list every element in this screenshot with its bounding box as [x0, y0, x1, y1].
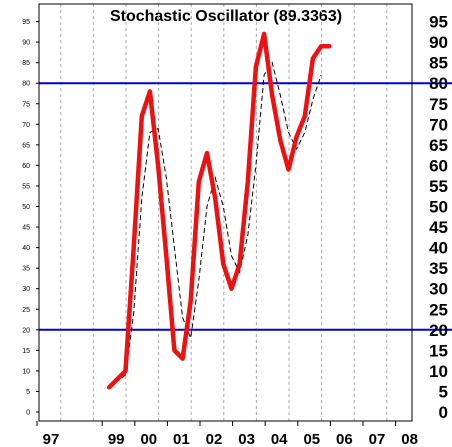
x-tick-label: 01	[173, 431, 190, 447]
right-tick-label: 90	[429, 33, 448, 52]
left-tick-label: 75	[22, 101, 30, 108]
x-tick-label: 07	[369, 431, 386, 447]
left-tick-label: 30	[22, 286, 30, 293]
x-tick-label: 97	[43, 431, 60, 447]
left-tick-label: 85	[22, 60, 30, 67]
left-tick-label: 95	[22, 19, 30, 26]
x-tick-label: 05	[303, 431, 320, 447]
right-tick-label: 65	[429, 136, 448, 155]
x-tick-label: 03	[238, 431, 255, 447]
right-tick-label: 80	[429, 74, 448, 93]
right-tick-label: 60	[429, 156, 448, 175]
right-tick-label: 70	[429, 115, 448, 134]
left-tick-label: 90	[22, 40, 30, 47]
right-tick-label: 0	[439, 403, 448, 422]
reference-lines	[39, 82, 452, 331]
left-tick-label: 10	[22, 368, 30, 375]
right-tick-label: 40	[429, 239, 448, 258]
left-tick-label: 15	[22, 348, 30, 355]
x-tick-label: 00	[140, 431, 157, 447]
left-tick-label: 5	[26, 389, 30, 396]
series-line-dashed	[108, 61, 322, 388]
right-tick-label: 35	[429, 259, 448, 278]
left-tick-label: 50	[22, 204, 30, 211]
right-tick-label: 20	[429, 321, 448, 340]
x-tick-label: 04	[271, 431, 288, 447]
x-tick-label: 06	[336, 431, 353, 447]
left-tick-label: 20	[22, 327, 30, 334]
left-tick-label: 60	[22, 163, 30, 170]
right-tick-label: 25	[429, 300, 448, 319]
left-y-axis: 0 5 10 15 20 25 30 35 40 45 50 55 60 65 70 75 80 85 90 95	[22, 19, 39, 417]
right-tick-label: 10	[429, 362, 448, 381]
right-tick-label: 95	[429, 13, 448, 32]
right-tick-label: 85	[429, 54, 448, 73]
right-tick-label: 75	[429, 95, 448, 114]
right-tick-label: 15	[429, 341, 448, 360]
left-tick-label: 45	[22, 225, 30, 232]
series-line-solid	[106, 31, 332, 390]
left-tick-label: 55	[22, 183, 30, 190]
x-tick-label: 99	[108, 431, 125, 447]
series-lines	[106, 31, 332, 390]
right-tick-label: 55	[429, 177, 448, 196]
right-tick-label: 45	[429, 218, 448, 237]
left-tick-label: 80	[22, 81, 30, 88]
left-tick-label: 25	[22, 307, 30, 314]
left-tick-label: 65	[22, 142, 30, 149]
x-tick-label: 08	[401, 431, 418, 447]
left-tick-label: 40	[22, 245, 30, 252]
x-axis: 97 99 00 01 02 03 04 05 06 07 08	[36, 421, 418, 447]
left-tick-label: 0	[26, 410, 30, 417]
right-tick-label: 30	[429, 280, 448, 299]
left-tick-label: 35	[22, 266, 30, 273]
right-tick-label: 5	[439, 382, 448, 401]
x-tick-label: 02	[206, 431, 223, 447]
plot-frame	[38, 3, 413, 422]
right-tick-label: 50	[429, 198, 448, 217]
chart-title: Stochastic Oscillator (89.3363)	[110, 8, 342, 25]
left-tick-label: 70	[22, 122, 30, 129]
